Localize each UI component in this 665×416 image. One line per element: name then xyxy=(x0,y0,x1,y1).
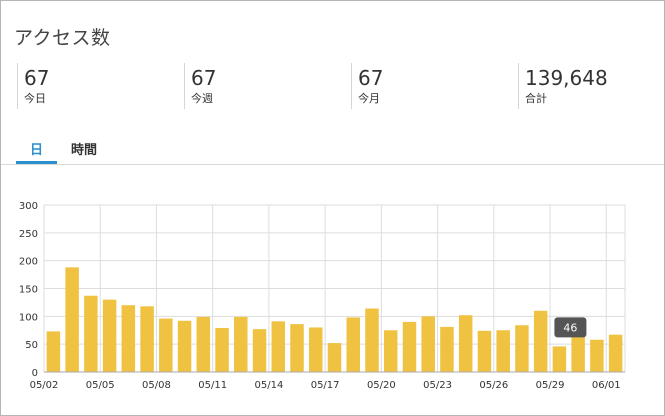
bar-05-06 xyxy=(121,305,136,372)
bar-05-17 xyxy=(327,343,342,372)
tab-hour[interactable]: 時間 xyxy=(71,143,98,158)
stat-total: 139,648 合計 xyxy=(518,63,608,109)
bar-05-22 xyxy=(421,316,435,372)
stat-week-label: 今週 xyxy=(191,92,213,105)
x-tick-label: 05/29 xyxy=(536,380,565,391)
bar-05-18 xyxy=(346,317,360,372)
stat-today-value: 67 xyxy=(24,66,50,90)
bar-05-19 xyxy=(365,308,379,372)
stat-week-value: 67 xyxy=(191,66,217,90)
widget-title: アクセス数 xyxy=(14,27,111,49)
bar-05-13 xyxy=(252,329,267,372)
bar-05-28 xyxy=(533,310,548,372)
x-tick-label: 05/20 xyxy=(367,380,396,391)
bar-05-26 xyxy=(496,330,510,372)
x-tick-label: 05/23 xyxy=(423,380,452,391)
bar-05-23 xyxy=(440,326,454,372)
bar-05-07 xyxy=(140,306,154,372)
stat-today-label: 今日 xyxy=(24,92,46,105)
bar-05-10 xyxy=(196,316,211,372)
x-tick-label: 05/05 xyxy=(86,380,115,391)
y-tick-label: 50 xyxy=(25,340,38,351)
y-tick-label: 300 xyxy=(19,201,38,212)
bar-05-14 xyxy=(271,321,286,372)
y-tick-label: 150 xyxy=(19,285,38,296)
bar-05-16 xyxy=(309,327,323,372)
bar-05-31 xyxy=(590,339,604,372)
x-tick-label: 05/14 xyxy=(254,380,283,391)
bar-05-05 xyxy=(102,299,117,372)
stat-total-label: 合計 xyxy=(525,92,547,105)
stat-total-value: 139,648 xyxy=(525,66,608,90)
stat-month-value: 67 xyxy=(358,66,384,90)
stat-today: 67 今日 xyxy=(17,63,49,109)
x-tick-label: 06/01 xyxy=(592,380,621,391)
bar-05-29 xyxy=(552,346,567,372)
bar-05-21 xyxy=(402,321,417,372)
bar-06-01 xyxy=(608,334,623,372)
stat-month-label: 今月 xyxy=(358,92,380,105)
bar-05-03 xyxy=(65,267,79,372)
x-tick-label: 05/17 xyxy=(311,380,340,391)
stat-month: 67 今月 xyxy=(351,63,383,109)
bar-05-12 xyxy=(234,316,248,372)
x-tick-label: 05/11 xyxy=(198,380,227,391)
y-tick-label: 100 xyxy=(19,312,38,323)
tab-day[interactable]: 日 xyxy=(30,143,44,158)
active-tab-indicator xyxy=(16,161,57,164)
stat-week: 67 今週 xyxy=(184,63,216,109)
x-tick-label: 05/02 xyxy=(30,380,59,391)
y-tick-label: 200 xyxy=(19,257,38,268)
x-tick-label: 05/08 xyxy=(142,380,171,391)
bar-05-11 xyxy=(215,328,229,372)
bar-05-24 xyxy=(458,315,473,372)
bar-05-15 xyxy=(290,324,304,372)
chart-tooltip-value: 46 xyxy=(563,321,577,334)
bar-05-20 xyxy=(383,330,398,372)
bar-05-25 xyxy=(477,330,492,372)
bar-05-08 xyxy=(159,318,173,372)
y-tick-label: 250 xyxy=(19,229,38,240)
bar-05-04 xyxy=(84,295,98,372)
bar-05-27 xyxy=(515,325,529,372)
chart-tooltip xyxy=(554,317,587,338)
tab-divider xyxy=(1,164,664,165)
y-tick-label: 0 xyxy=(32,368,38,379)
bar-05-09 xyxy=(177,320,192,372)
x-tick-label: 05/26 xyxy=(479,380,508,391)
bar-05-02 xyxy=(46,331,61,372)
